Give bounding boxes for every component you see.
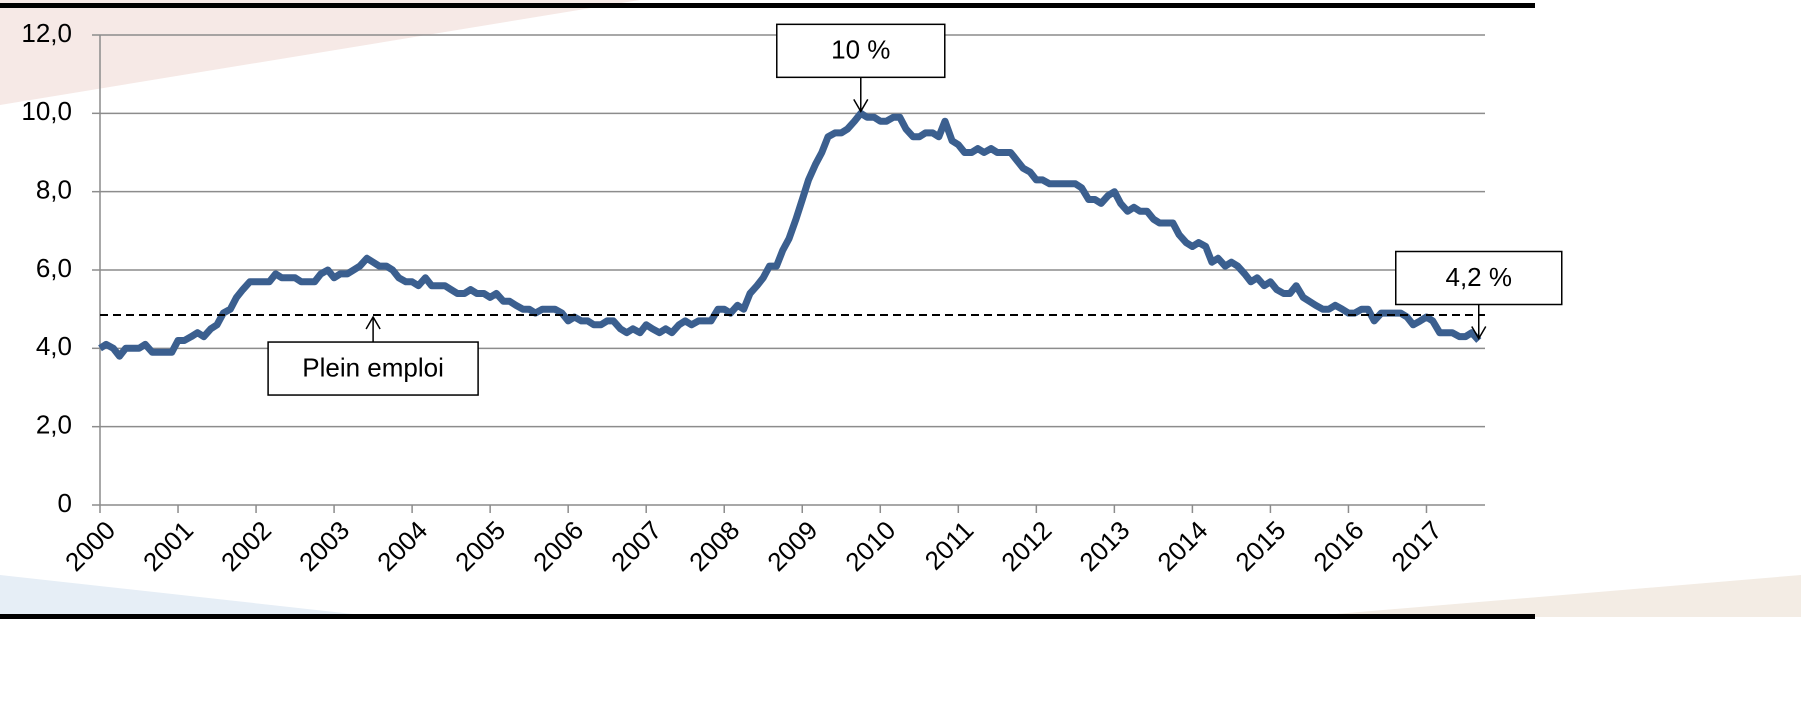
x-tick-label: 2006 [527, 515, 589, 577]
x-tick-label: 2005 [449, 515, 511, 577]
top-rule [0, 3, 1535, 8]
y-tick-label: 8,0 [36, 175, 72, 205]
x-tick-label: 2010 [839, 515, 901, 577]
x-tick-label: 2013 [1073, 515, 1135, 577]
y-tick-label: 12,0 [21, 18, 72, 48]
background-decoration [1300, 575, 1801, 617]
y-tick-label: 0 [58, 488, 72, 518]
annotation-box [1395, 250, 1563, 306]
x-tick-label: 2002 [215, 515, 277, 577]
line-series [98, 109, 1482, 360]
annotation-arrowhead [853, 98, 869, 113]
x-tick-label: 2004 [371, 515, 433, 577]
x-tick-label: 2017 [1385, 515, 1447, 577]
x-tick-label: 2001 [137, 515, 199, 577]
background-decoration [0, 575, 380, 617]
x-tick-label: 2000 [59, 515, 121, 577]
y-tick-label: 6,0 [36, 253, 72, 283]
x-tick-label: 2009 [761, 515, 823, 577]
x-tick-label: 2008 [683, 515, 745, 577]
reference-label-box [267, 341, 479, 396]
y-tick-label: 10,0 [21, 96, 72, 126]
bottom-rule [0, 614, 1535, 619]
annotation: 4,2 % [1446, 262, 1513, 292]
annotation-arrowhead [1471, 326, 1487, 340]
x-tick-label: 2007 [605, 515, 667, 577]
x-tick-label: 2014 [1151, 515, 1213, 577]
reference-label: Plein emploi [302, 352, 444, 382]
annotation-box [776, 23, 946, 79]
y-tick-label: 4,0 [36, 331, 72, 361]
x-tick-label: 2003 [293, 515, 355, 577]
x-tick-label: 2015 [1229, 515, 1291, 577]
annotation: 10 % [831, 35, 890, 65]
y-tick-label: 2,0 [36, 410, 72, 440]
annotation-arrowhead [365, 315, 381, 330]
x-tick-label: 2012 [995, 515, 1057, 577]
background-decoration [0, 0, 640, 105]
x-tick-label: 2016 [1307, 515, 1369, 577]
x-tick-label: 2011 [919, 515, 980, 576]
